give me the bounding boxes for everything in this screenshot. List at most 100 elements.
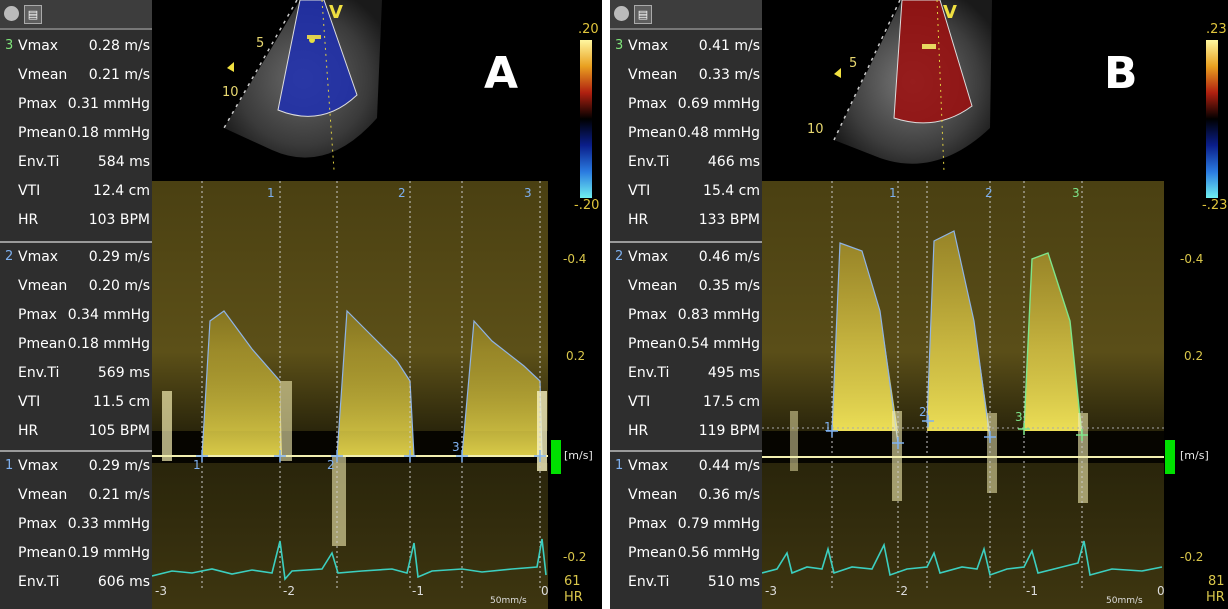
- row-envti: Env.Ti 510 ms: [610, 568, 762, 597]
- color-scale-bar: [580, 40, 592, 198]
- row-label: Pmax: [628, 307, 667, 323]
- depth-scale: [833, 0, 901, 141]
- row-value: 466 ms: [707, 154, 760, 170]
- row-label: Pmax: [18, 307, 57, 323]
- time-label: -3: [765, 584, 777, 598]
- row-value: 0.33 mmHg: [67, 516, 150, 532]
- row-vmax: 2 Vmax 0.29 m/s: [0, 243, 152, 272]
- row-vmean: Vmean 0.21 m/s: [0, 481, 152, 510]
- focus-marker-icon: [227, 62, 234, 72]
- toolbar: ▤: [0, 0, 152, 30]
- valve-click: [537, 391, 547, 471]
- time-label: -2: [283, 584, 295, 598]
- row-value: 11.5 cm: [93, 394, 150, 410]
- row-pmean: Pmean 0.19 mmHg: [0, 539, 152, 568]
- row-pmean: Pmean 0.18 mmHg: [0, 330, 152, 359]
- row-vmax: 3 Vmax 0.28 m/s: [0, 32, 152, 61]
- row-hr: HR 119 BPM: [610, 417, 762, 446]
- ecg-trace: [762, 540, 1163, 577]
- row-envti: Env.Ti 495 ms: [610, 359, 762, 388]
- row-value: 0.28 m/s: [88, 38, 150, 54]
- color-box-outline: [893, 0, 973, 124]
- record-icon[interactable]: [4, 6, 19, 21]
- envelope-trace-1: [831, 242, 899, 444]
- axis-tick-mid: 0.2: [1184, 349, 1204, 363]
- time-label: -3: [155, 584, 167, 598]
- axis-tick-top: -0.4: [563, 252, 587, 266]
- row-pmean: Pmean 0.48 mmHg: [610, 119, 762, 148]
- envelope-trace-3: [1023, 252, 1083, 437]
- cursor-markers: [196, 450, 546, 462]
- row-label: Pmax: [628, 516, 667, 532]
- row-label: Vmean: [18, 278, 68, 294]
- row-label: Pmax: [18, 96, 57, 112]
- row-label: Pmean: [628, 125, 677, 141]
- file-icon[interactable]: ▤: [634, 5, 652, 24]
- file-icon[interactable]: ▤: [24, 5, 42, 24]
- row-envti: Env.Ti 606 ms: [0, 568, 152, 597]
- record-icon[interactable]: [614, 6, 629, 21]
- row-vmax: 1 Vmax 0.44 m/s: [610, 452, 762, 481]
- measurement-sidebar: ▤ 3 Vmax 0.28 m/s Vmean 0.21 m/s Pmax 0.31 m…: [0, 0, 152, 609]
- row-value: 495 ms: [707, 365, 760, 381]
- row-vti: VTI 12.4 cm: [0, 177, 152, 206]
- row-envti: Env.Ti 466 ms: [610, 148, 762, 177]
- sweep-speed: 50mm/s: [490, 596, 527, 606]
- row-label: Vmean: [628, 278, 678, 294]
- beat-label-2: 2: [398, 186, 406, 200]
- row-value: 0.41 m/s: [698, 38, 760, 54]
- row-label: Env.Ti: [628, 365, 670, 381]
- beat-label-3: 3: [1072, 186, 1080, 200]
- row-value: 0.36 m/s: [698, 487, 760, 503]
- row-label: VTI: [628, 183, 651, 199]
- probe-marker: V: [329, 2, 343, 23]
- row-value: 119 BPM: [698, 423, 760, 439]
- row-value: 0.54 mmHg: [677, 336, 760, 352]
- cursor-label-3: 3: [1015, 410, 1023, 424]
- cursor-markers: [826, 415, 996, 449]
- row-pmax: Pmax 0.33 mmHg: [0, 510, 152, 539]
- row-value: 0.79 mmHg: [677, 516, 760, 532]
- row-label: HR: [18, 212, 39, 228]
- time-label: 0: [1157, 584, 1165, 598]
- row-label: Env.Ti: [628, 154, 670, 170]
- cursor-label-3: 3: [452, 440, 460, 454]
- hr-value: 81: [1208, 574, 1225, 589]
- panel-letter: A: [484, 48, 519, 99]
- row-pmax: Pmax 0.31 mmHg: [0, 90, 152, 119]
- row-value: 12.4 cm: [93, 183, 150, 199]
- time-label: -2: [896, 584, 908, 598]
- beat-label-1: 1: [267, 186, 275, 200]
- row-vmean: Vmean 0.20 m/s: [0, 272, 152, 301]
- row-label: Env.Ti: [628, 574, 670, 590]
- group-index: 2: [5, 249, 14, 264]
- color-scale-top: .23: [1206, 22, 1227, 37]
- time-label: -1: [412, 584, 424, 598]
- axis-tick-bottom: -0.2: [563, 550, 587, 564]
- row-pmean: Pmean 0.56 mmHg: [610, 539, 762, 568]
- row-label: Pmean: [18, 125, 67, 141]
- row-value: 0.21 m/s: [88, 487, 150, 503]
- envelope-trace-2: [336, 309, 415, 457]
- row-value: 133 BPM: [698, 212, 760, 228]
- row-vmean: Vmean 0.21 m/s: [0, 61, 152, 90]
- flow-envelope-3: [1024, 253, 1082, 431]
- row-value: 103 BPM: [88, 212, 150, 228]
- row-label: Vmax: [628, 458, 669, 474]
- color-box: [278, 0, 357, 117]
- probe-marker: V: [943, 2, 957, 23]
- row-envti: Env.Ti 584 ms: [0, 148, 152, 177]
- group-index: 2: [615, 249, 624, 264]
- row-hr: HR 133 BPM: [610, 206, 762, 235]
- row-label: Pmean: [628, 545, 677, 561]
- row-value: 0.18 mmHg: [67, 125, 150, 141]
- row-label: HR: [18, 423, 39, 439]
- row-pmax: Pmax 0.83 mmHg: [610, 301, 762, 330]
- row-value: 0.35 m/s: [698, 278, 760, 294]
- beat-label-3: 3: [524, 186, 532, 200]
- focus-marker-icon: [834, 68, 841, 78]
- row-value: 105 BPM: [88, 423, 150, 439]
- row-value: 0.44 m/s: [698, 458, 760, 474]
- row-value: 0.19 mmHg: [67, 545, 150, 561]
